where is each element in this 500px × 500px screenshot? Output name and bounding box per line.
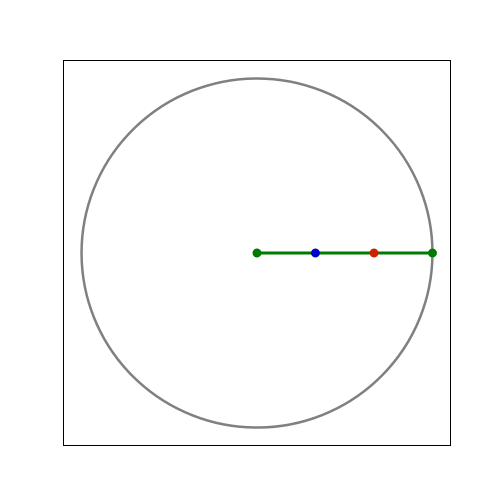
blue-point xyxy=(310,248,320,258)
plot-frame xyxy=(63,60,451,446)
center-point xyxy=(252,248,262,258)
red-point xyxy=(369,248,379,258)
edge-point xyxy=(427,248,437,258)
plot-area xyxy=(80,77,437,429)
